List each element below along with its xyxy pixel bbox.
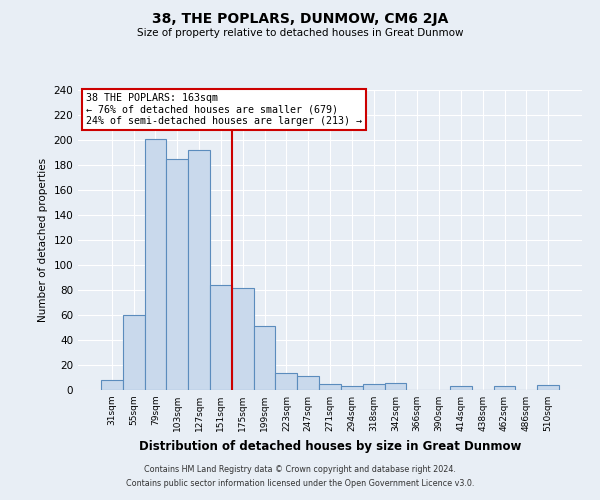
Bar [385, 382, 406, 390]
Bar [188, 150, 210, 390]
Bar [319, 384, 341, 390]
X-axis label: Distribution of detached houses by size in Great Dunmow: Distribution of detached houses by size … [139, 440, 521, 452]
Bar [166, 159, 188, 390]
Y-axis label: Number of detached properties: Number of detached properties [38, 158, 48, 322]
Bar [254, 326, 275, 390]
Bar [145, 138, 166, 390]
Bar [123, 315, 145, 390]
Bar [537, 385, 559, 390]
Text: 38 THE POPLARS: 163sqm
← 76% of detached houses are smaller (679)
24% of semi-de: 38 THE POPLARS: 163sqm ← 76% of detached… [86, 93, 362, 126]
Bar [101, 380, 123, 390]
Bar [297, 376, 319, 390]
Bar [450, 386, 472, 390]
Text: 38, THE POPLARS, DUNMOW, CM6 2JA: 38, THE POPLARS, DUNMOW, CM6 2JA [152, 12, 448, 26]
Text: Size of property relative to detached houses in Great Dunmow: Size of property relative to detached ho… [137, 28, 463, 38]
Bar [494, 386, 515, 390]
Bar [210, 285, 232, 390]
Text: Contains HM Land Registry data © Crown copyright and database right 2024.
Contai: Contains HM Land Registry data © Crown c… [126, 466, 474, 487]
Bar [275, 372, 297, 390]
Bar [341, 386, 363, 390]
Bar [363, 384, 385, 390]
Bar [232, 288, 254, 390]
